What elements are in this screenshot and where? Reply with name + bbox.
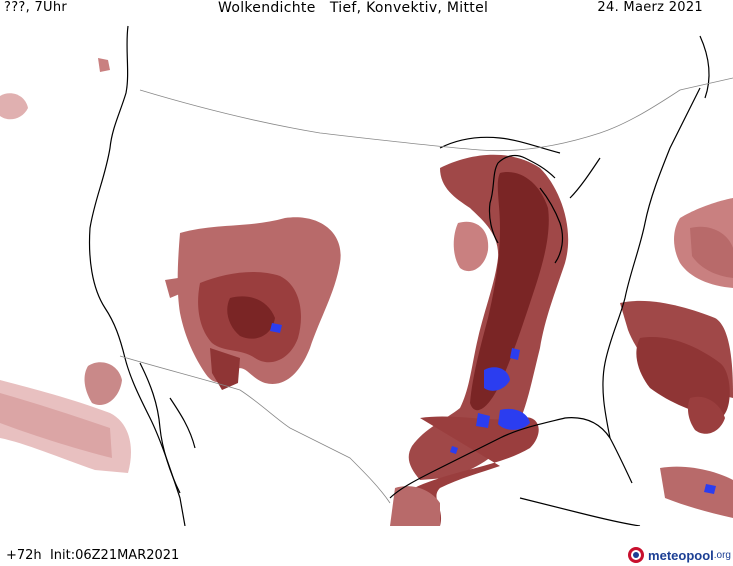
forecast-time-label: ???, 7Uhr — [4, 0, 68, 15]
cloud-layer-pacific — [0, 58, 131, 473]
meteopool-logo[interactable]: meteopool .org — [627, 545, 731, 565]
run-info: +72h Init:06Z21MAR2021 — [6, 548, 180, 563]
logo-suffix: .org — [713, 549, 731, 561]
forecast-date: 24. Maerz 2021 — [597, 0, 703, 15]
cloud-layer-central-band — [390, 154, 569, 526]
map-canvas — [0, 18, 733, 526]
map-title: Wolkendichte Tief, Konvektiv, Mittel — [218, 0, 489, 16]
cloud-layer-west — [165, 217, 341, 390]
convective-cells — [270, 323, 716, 494]
coastlines — [88, 25, 710, 526]
map-svg — [0, 25, 733, 526]
border-lines — [119, 77, 733, 504]
meteopool-logo-icon — [628, 547, 645, 563]
logo-brand: meteopool — [648, 547, 714, 563]
cloud-layer-east — [620, 198, 733, 518]
